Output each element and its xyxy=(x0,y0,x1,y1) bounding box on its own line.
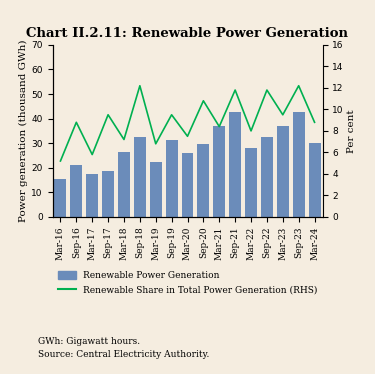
Bar xyxy=(213,126,225,217)
Text: GWh: Gigawatt hours.: GWh: Gigawatt hours. xyxy=(38,337,140,346)
Y-axis label: Power generation (thousand GWh): Power generation (thousand GWh) xyxy=(20,40,28,222)
Legend: Renewable Power Generation, Renewable Share in Total Power Generation (RHS): Renewable Power Generation, Renewable Sh… xyxy=(54,267,321,298)
Bar xyxy=(197,144,209,217)
Bar xyxy=(118,152,130,217)
Text: Source: Central Electricity Authority.: Source: Central Electricity Authority. xyxy=(38,350,209,359)
Bar xyxy=(70,165,82,217)
Bar xyxy=(245,148,257,217)
Title: Chart II.2.11: Renewable Power Generation: Chart II.2.11: Renewable Power Generatio… xyxy=(27,27,348,40)
Bar xyxy=(229,113,241,217)
Bar xyxy=(309,143,321,217)
Bar xyxy=(86,174,98,217)
Bar xyxy=(54,179,66,217)
Bar xyxy=(166,140,178,217)
Bar xyxy=(102,171,114,217)
Bar xyxy=(182,153,194,217)
Bar xyxy=(293,113,304,217)
Bar xyxy=(277,126,289,217)
Bar xyxy=(150,162,162,217)
Bar xyxy=(134,137,146,217)
Y-axis label: Per cent: Per cent xyxy=(346,109,355,153)
Bar xyxy=(261,137,273,217)
